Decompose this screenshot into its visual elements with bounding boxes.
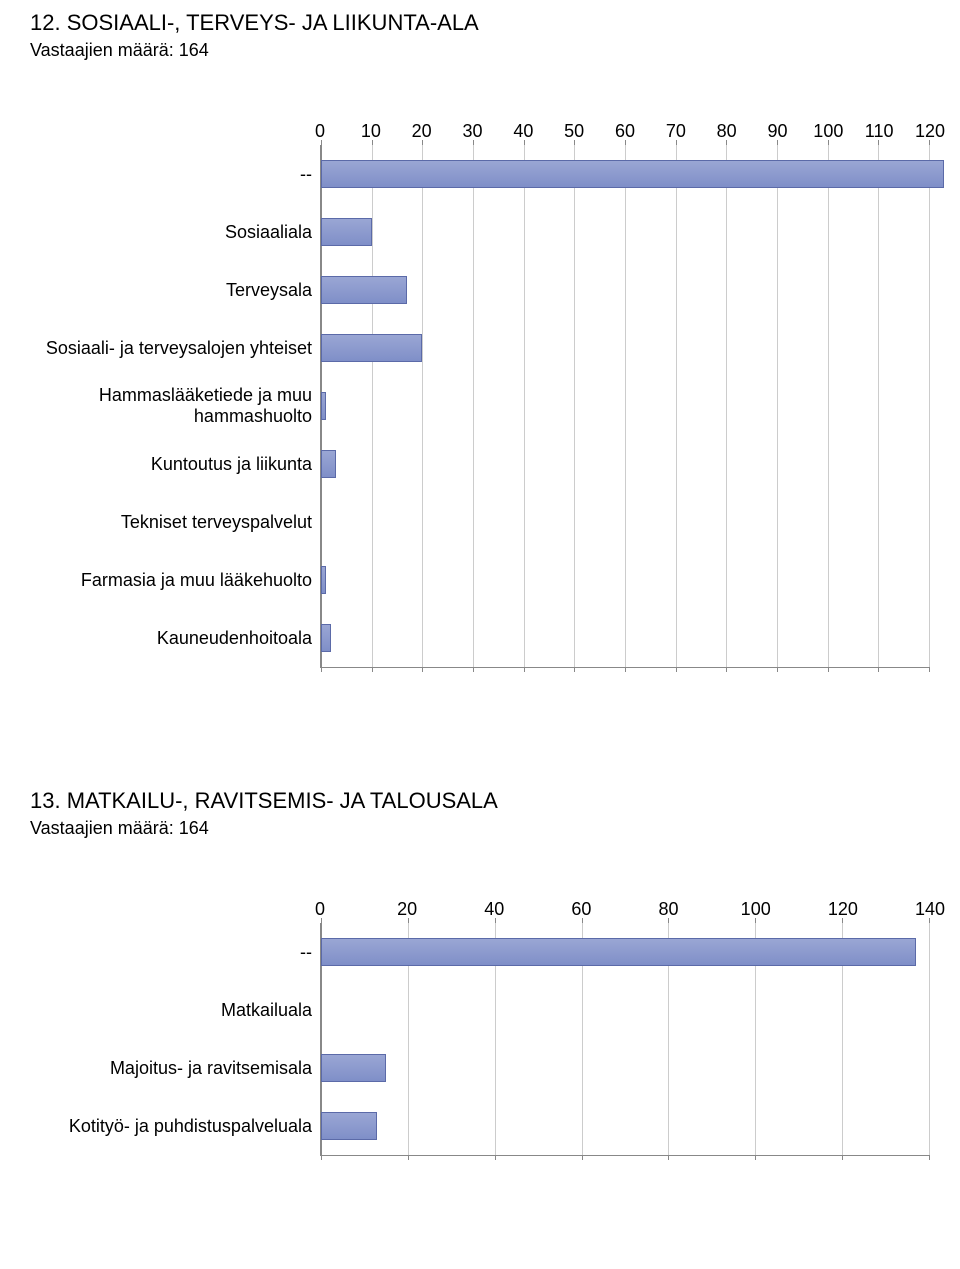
tick-mark (878, 667, 879, 672)
tick-mark (408, 1155, 409, 1160)
x-tick-label: 0 (315, 899, 325, 920)
bar (321, 276, 407, 304)
x-tick-label: 100 (813, 121, 843, 142)
category-label: Tekniset terveyspalvelut (30, 493, 320, 551)
category-label: Farmasia ja muu lääkehuolto (30, 551, 320, 609)
category-label: -- (30, 145, 320, 203)
bar (321, 624, 331, 652)
bar-row (321, 493, 929, 551)
x-tick-label: 50 (564, 121, 584, 142)
bar-chart: --SosiaalialaTerveysalaSosiaali- ja terv… (30, 121, 930, 668)
x-tick-label: 10 (361, 121, 381, 142)
bar (321, 450, 336, 478)
bar (321, 938, 916, 966)
bar (321, 392, 326, 420)
x-tick-label: 20 (412, 121, 432, 142)
category-label: Terveysala (30, 261, 320, 319)
tick-mark (929, 1155, 930, 1160)
bar (321, 218, 372, 246)
category-label: Sosiaaliala (30, 203, 320, 261)
tick-mark (929, 140, 930, 145)
bar-row (321, 1097, 929, 1155)
tick-mark (422, 667, 423, 672)
x-tick-label: 100 (741, 899, 771, 920)
bar (321, 566, 326, 594)
bar (321, 334, 422, 362)
tick-mark (777, 667, 778, 672)
bar-row (321, 377, 929, 435)
x-tick-label: 60 (571, 899, 591, 920)
tick-mark (668, 1155, 669, 1160)
tick-mark (828, 667, 829, 672)
tick-mark (726, 667, 727, 672)
x-tick-label: 30 (462, 121, 482, 142)
tick-mark (321, 1155, 322, 1160)
gridline (929, 145, 930, 667)
tick-mark (524, 667, 525, 672)
respondent-count: Vastaajien määrä: 164 (30, 818, 930, 839)
category-label: Sosiaali- ja terveysalojen yhteiset (30, 319, 320, 377)
bar-row (321, 261, 929, 319)
bar-chart: --MatkailualaMajoitus- ja ravitsemisalaK… (30, 899, 930, 1156)
bars-group (321, 923, 929, 1155)
bar (321, 1054, 386, 1082)
tick-mark (755, 1155, 756, 1160)
question-title: 13. MATKAILU-, RAVITSEMIS- JA TALOUSALA (30, 788, 930, 814)
tick-mark (372, 667, 373, 672)
category-label: -- (30, 923, 320, 981)
x-tick-label: 140 (915, 899, 945, 920)
category-label: Matkailuala (30, 981, 320, 1039)
bar-row (321, 551, 929, 609)
x-tick-label: 90 (767, 121, 787, 142)
bar-row (321, 145, 929, 203)
category-label: Majoitus- ja ravitsemisala (30, 1039, 320, 1097)
x-axis: 020406080100120140 (320, 899, 930, 923)
bar (321, 160, 944, 188)
question-section: 12. SOSIAALI-, TERVEYS- JA LIIKUNTA-ALA V… (30, 10, 930, 668)
gridline (929, 923, 930, 1155)
tick-mark (625, 667, 626, 672)
bar-row (321, 923, 929, 981)
x-tick-label: 0 (315, 121, 325, 142)
x-tick-label: 80 (659, 899, 679, 920)
tick-mark (842, 1155, 843, 1160)
bar-row (321, 609, 929, 667)
bars-group (321, 145, 929, 667)
category-label: Hammaslääketiede ja muu hammashuolto (30, 377, 320, 435)
plot-area (320, 923, 930, 1156)
x-tick-label: 20 (397, 899, 417, 920)
x-tick-label: 40 (484, 899, 504, 920)
bar-row (321, 319, 929, 377)
bar-row (321, 1039, 929, 1097)
tick-mark (582, 1155, 583, 1160)
tick-mark (676, 667, 677, 672)
bar-row (321, 203, 929, 261)
x-tick-label: 60 (615, 121, 635, 142)
tick-mark (929, 667, 930, 672)
plot-area (320, 145, 930, 668)
x-tick-label: 80 (717, 121, 737, 142)
bar-row (321, 435, 929, 493)
bar-row (321, 981, 929, 1039)
x-tick-label: 120 (915, 121, 945, 142)
question-section: 13. MATKAILU-, RAVITSEMIS- JA TALOUSALA V… (30, 788, 930, 1156)
question-title: 12. SOSIAALI-, TERVEYS- JA LIIKUNTA-ALA (30, 10, 930, 36)
tick-mark (574, 667, 575, 672)
y-axis-labels: --MatkailualaMajoitus- ja ravitsemisalaK… (30, 899, 320, 1156)
tick-mark (929, 918, 930, 923)
y-axis-labels: --SosiaalialaTerveysalaSosiaali- ja terv… (30, 121, 320, 668)
category-label: Kuntoutus ja liikunta (30, 435, 320, 493)
tick-mark (495, 1155, 496, 1160)
tick-mark (321, 667, 322, 672)
bar (321, 1112, 377, 1140)
tick-mark (473, 667, 474, 672)
category-label: Kotityö- ja puhdistuspalveluala (30, 1097, 320, 1155)
x-tick-label: 40 (513, 121, 533, 142)
respondent-count: Vastaajien määrä: 164 (30, 40, 930, 61)
category-label: Kauneudenhoitoala (30, 609, 320, 667)
x-tick-label: 70 (666, 121, 686, 142)
x-tick-label: 110 (865, 121, 894, 142)
x-tick-label: 120 (828, 899, 858, 920)
